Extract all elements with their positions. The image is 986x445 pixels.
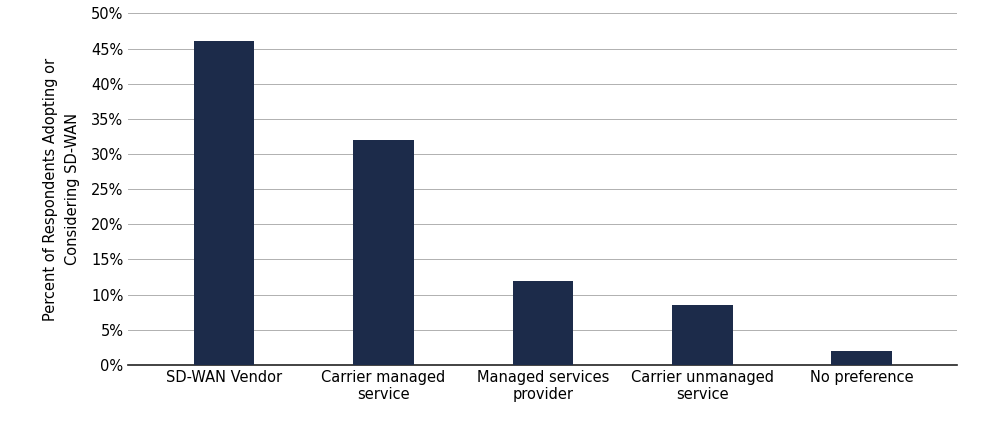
Bar <box>353 140 413 365</box>
Y-axis label: Percent of Respondents Adopting or
Considering SD-WAN: Percent of Respondents Adopting or Consi… <box>42 57 80 321</box>
Bar <box>512 280 573 365</box>
Bar <box>671 305 732 365</box>
Bar <box>193 41 254 365</box>
Bar <box>830 351 891 365</box>
